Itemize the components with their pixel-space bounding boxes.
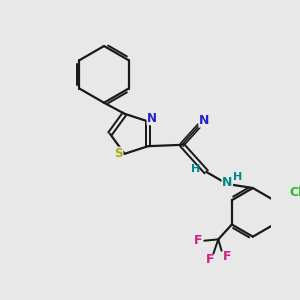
Text: N: N (199, 114, 209, 127)
Text: S: S (114, 147, 123, 160)
Text: F: F (223, 250, 231, 263)
Text: H: H (191, 164, 200, 174)
Text: N: N (147, 112, 157, 125)
Text: N: N (222, 176, 232, 189)
Text: H: H (233, 172, 242, 182)
Text: F: F (206, 253, 214, 266)
Text: Cl: Cl (290, 186, 300, 199)
Text: F: F (194, 234, 202, 247)
